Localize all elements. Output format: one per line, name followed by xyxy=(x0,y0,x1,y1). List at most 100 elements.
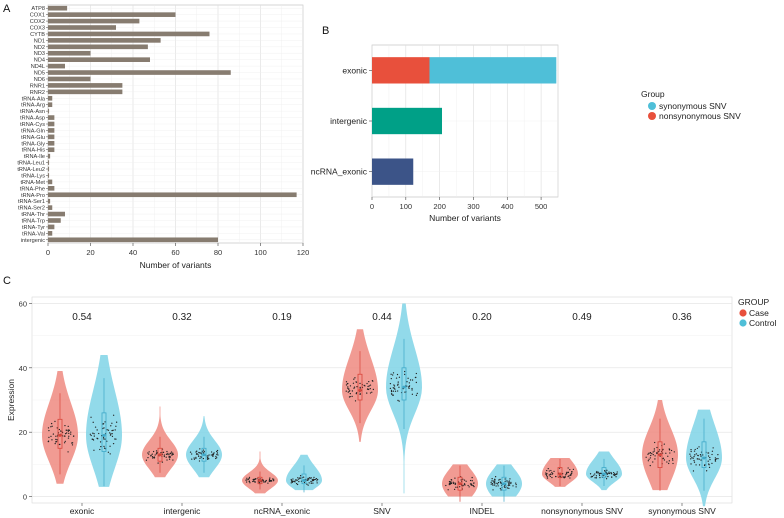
chart-c-p-value: 0.20 xyxy=(472,312,492,323)
chart-c-point-control xyxy=(704,464,706,466)
chart-c-point-case xyxy=(171,454,173,456)
chart-c-point-case xyxy=(60,430,62,432)
chart-c-point-control xyxy=(507,481,509,483)
chart-c-point-case xyxy=(152,450,155,453)
chart-c-point-case xyxy=(68,435,70,437)
chart-c-point-case xyxy=(246,479,248,481)
chart-c-point-case xyxy=(157,462,159,464)
chart-c-point-case xyxy=(248,477,250,480)
chart-c-point-control xyxy=(409,379,412,381)
chart-c-point-control xyxy=(290,482,292,484)
chart-c-point-case xyxy=(147,456,149,459)
chart-a-y-tick-label: tRNA-Ser1 xyxy=(18,199,45,205)
chart-c-point-control xyxy=(614,474,616,477)
chart-c-point-case xyxy=(64,440,66,442)
chart-c-point-case xyxy=(248,476,251,479)
chart-c-point-control xyxy=(404,373,406,376)
chart-c-point-case xyxy=(249,482,251,484)
chart-c-point-control xyxy=(197,455,200,457)
chart-c-point-case xyxy=(658,450,660,453)
chart-c-point-control xyxy=(109,445,111,447)
chart-c-point-case xyxy=(473,485,475,488)
chart-c-point-control xyxy=(691,457,693,459)
chart-c-point-case xyxy=(569,477,571,479)
chart-c-point-case xyxy=(48,429,50,432)
chart-c-point-control xyxy=(396,390,399,392)
chart-c-point-control xyxy=(191,453,193,455)
chart-c-point-control xyxy=(406,381,408,383)
chart-c-point-control xyxy=(295,482,298,485)
chart-c-point-control xyxy=(110,433,112,435)
chart-c-point-control xyxy=(297,477,299,479)
chart-c-point-control xyxy=(714,458,717,461)
chart-c-point-control xyxy=(606,473,609,475)
chart-a-y-tick-label: tRNA-Glu xyxy=(21,135,45,141)
chart-c-point-control xyxy=(195,451,197,453)
chart-c-violin-control xyxy=(386,303,422,494)
chart-b-bar-segment xyxy=(429,57,557,84)
chart-c-point-control xyxy=(593,474,595,476)
chart-a-y-tick-label: COX2 xyxy=(30,19,45,25)
chart-c-point-control xyxy=(390,378,392,380)
chart-c-point-control xyxy=(606,469,608,471)
chart-c-point-case xyxy=(151,453,153,455)
chart-c-point-case xyxy=(252,480,255,482)
chart-a-x-tick-label: 120 xyxy=(297,248,310,257)
chart-c-point-case xyxy=(351,395,353,398)
chart-c-point-control xyxy=(100,445,102,448)
chart-a-bar xyxy=(48,50,91,56)
chart-c-point-case xyxy=(172,452,174,454)
chart-a-y-tick-label: RNR1 xyxy=(30,83,45,89)
chart-c-point-control xyxy=(313,476,315,479)
chart-c-point-control xyxy=(616,471,618,473)
panel-letter-c: C xyxy=(3,275,11,287)
chart-c-point-case xyxy=(63,435,66,437)
chart-c-point-case xyxy=(258,482,260,484)
chart-c-point-control xyxy=(694,448,696,451)
chart-c-point-case xyxy=(462,484,464,487)
chart-c-point-case xyxy=(359,393,361,395)
chart-c-point-case xyxy=(64,433,67,435)
chart-c-point-control xyxy=(717,454,719,456)
chart-c-point-case xyxy=(569,469,571,471)
chart-c-point-control xyxy=(690,449,692,451)
chart-b-x-tick-label: 100 xyxy=(400,202,413,211)
chart-c-point-control xyxy=(700,455,702,457)
chart-c-point-case xyxy=(452,482,455,485)
chart-a-bar xyxy=(48,140,55,146)
chart-c-point-control xyxy=(307,484,309,486)
chart-c-point-case xyxy=(462,478,464,480)
chart-a-y-tick-label: CYTB xyxy=(30,32,45,38)
panel-letter-b: B xyxy=(322,25,329,37)
chart-c-point-case xyxy=(347,386,349,388)
chart-c-point-control xyxy=(104,438,106,440)
chart-c-point-case xyxy=(548,470,550,472)
chart-a-y-tick-label: ND6 xyxy=(34,77,45,83)
chart-c-point-control xyxy=(398,400,400,402)
chart-c-x-tick-label: ncRNA_exonic xyxy=(254,506,311,516)
chart-c-point-case xyxy=(172,453,174,455)
chart-c-point-case xyxy=(454,483,457,485)
chart-c-point-control xyxy=(216,452,219,454)
chart-c-point-control xyxy=(392,387,394,389)
chart-c-point-control xyxy=(598,472,600,475)
chart-c-x-tick-label: INDEL xyxy=(469,506,494,516)
chart-c-point-control xyxy=(415,394,418,396)
chart-b-legend-label: synonymous SNV xyxy=(659,101,727,111)
chart-c-point-control xyxy=(494,483,496,485)
chart-b-x-tick-label: 200 xyxy=(433,202,446,211)
chart-c-point-case xyxy=(455,486,457,488)
chart-a-y-tick-label: tRNA-Trp xyxy=(22,218,45,224)
chart-c-point-control xyxy=(607,472,609,475)
chart-c-point-case xyxy=(355,393,357,395)
chart-c-point-case xyxy=(262,479,265,481)
chart-c-point-control xyxy=(390,389,393,392)
chart-c-point-case xyxy=(54,420,56,423)
chart-a-y-tick-label: COX3 xyxy=(30,26,45,32)
chart-c-point-control xyxy=(99,448,101,451)
chart-c-point-control xyxy=(610,476,613,478)
chart-b-y-tick-label: intergenic xyxy=(330,116,368,126)
chart-c-point-control xyxy=(693,459,695,462)
chart-c-point-case xyxy=(572,468,575,471)
